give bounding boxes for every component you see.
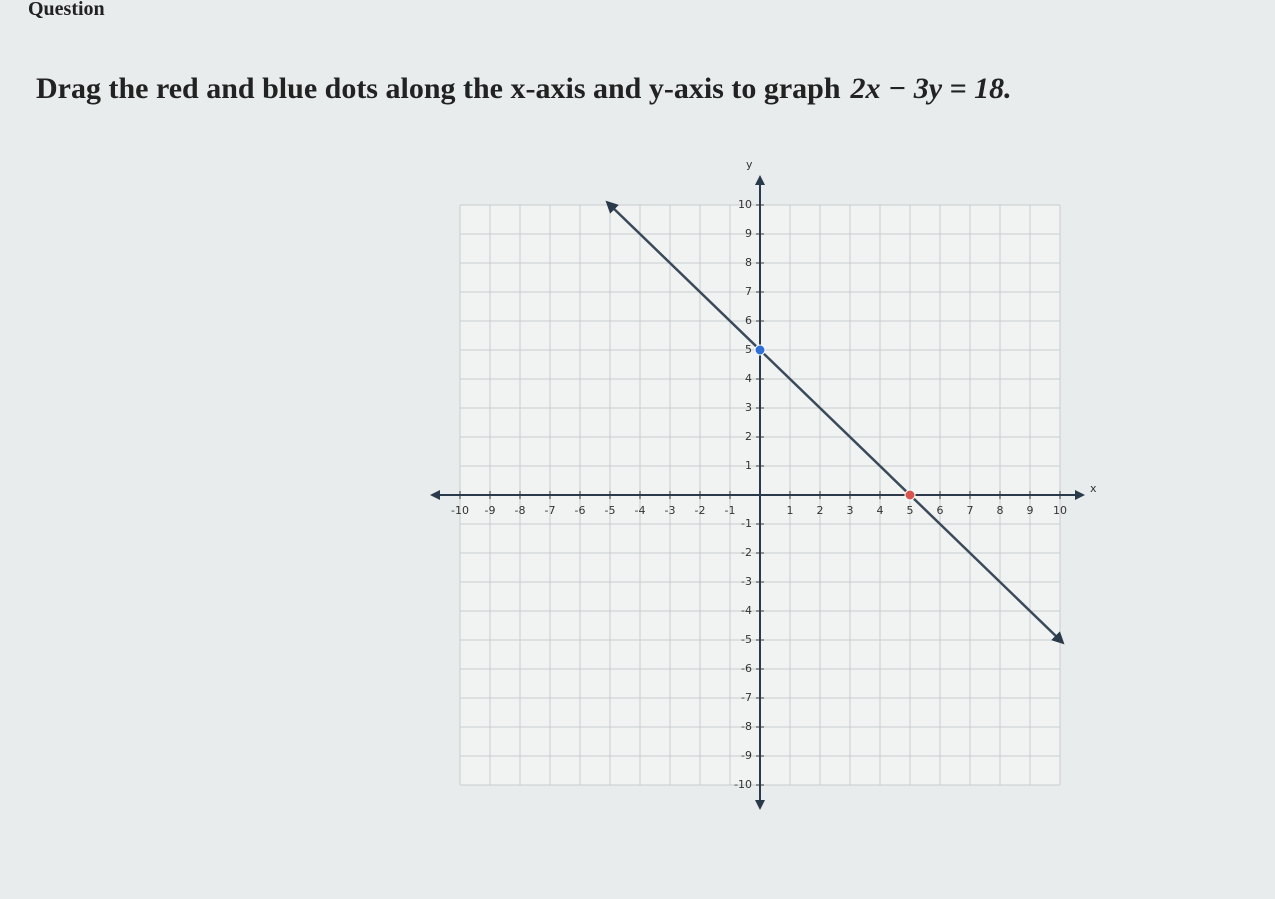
y-tick-label: 8 (745, 256, 752, 269)
x-tick-label: 3 (847, 504, 854, 517)
x-tick-label: -5 (605, 504, 616, 517)
y-tick-label: 7 (745, 285, 752, 298)
y-tick-label: 1 (745, 459, 752, 472)
y-tick-label: -2 (741, 546, 752, 559)
y-tick-label: -9 (741, 749, 752, 762)
draggable-dot[interactable] (904, 489, 916, 501)
x-tick-label: -6 (575, 504, 586, 517)
x-tick-label: 7 (967, 504, 974, 517)
x-tick-label: -7 (545, 504, 556, 517)
question-title: Question (28, 0, 105, 20)
x-tick-label: -4 (635, 504, 646, 517)
y-tick-label: -8 (741, 720, 752, 733)
x-tick-label: 10 (1053, 504, 1067, 517)
x-tick-label: -8 (515, 504, 526, 517)
y-tick-label: -4 (741, 604, 752, 617)
y-tick-label: -3 (741, 575, 752, 588)
x-tick-label: 5 (907, 504, 914, 517)
y-tick-label: 9 (745, 227, 752, 240)
draggable-dot[interactable] (754, 344, 766, 356)
x-tick-label: -2 (695, 504, 706, 517)
y-tick-label: 2 (745, 430, 752, 443)
x-tick-label: -1 (725, 504, 736, 517)
y-tick-label: -7 (741, 691, 752, 704)
x-axis-label: x (1090, 482, 1097, 495)
x-tick-label: 6 (937, 504, 944, 517)
x-tick-label: 1 (787, 504, 794, 517)
y-tick-label: -5 (741, 633, 752, 646)
prompt: Drag the red and blue dots along the x-a… (36, 72, 1012, 106)
x-tick-label: -9 (485, 504, 496, 517)
x-tick-label: 9 (1027, 504, 1034, 517)
prompt-text: Drag the red and blue dots along the x-a… (36, 72, 841, 105)
equation: 2x − 3y = 18. (850, 72, 1012, 105)
x-tick-label: 2 (817, 504, 824, 517)
y-tick-label: -1 (741, 517, 752, 530)
y-tick-label: 3 (745, 401, 752, 414)
x-tick-label: -10 (451, 504, 469, 517)
y-tick-label: -6 (741, 662, 752, 675)
y-tick-label: 4 (745, 372, 752, 385)
x-tick-label: -3 (665, 504, 676, 517)
y-tick-label: -10 (734, 778, 752, 791)
x-tick-label: 8 (997, 504, 1004, 517)
y-tick-label: 6 (745, 314, 752, 327)
y-tick-label: 10 (738, 198, 752, 211)
x-tick-label: 4 (877, 504, 884, 517)
y-tick-label: 5 (745, 343, 752, 356)
y-axis-label: y (746, 158, 753, 171)
graph-line (605, 200, 1065, 645)
